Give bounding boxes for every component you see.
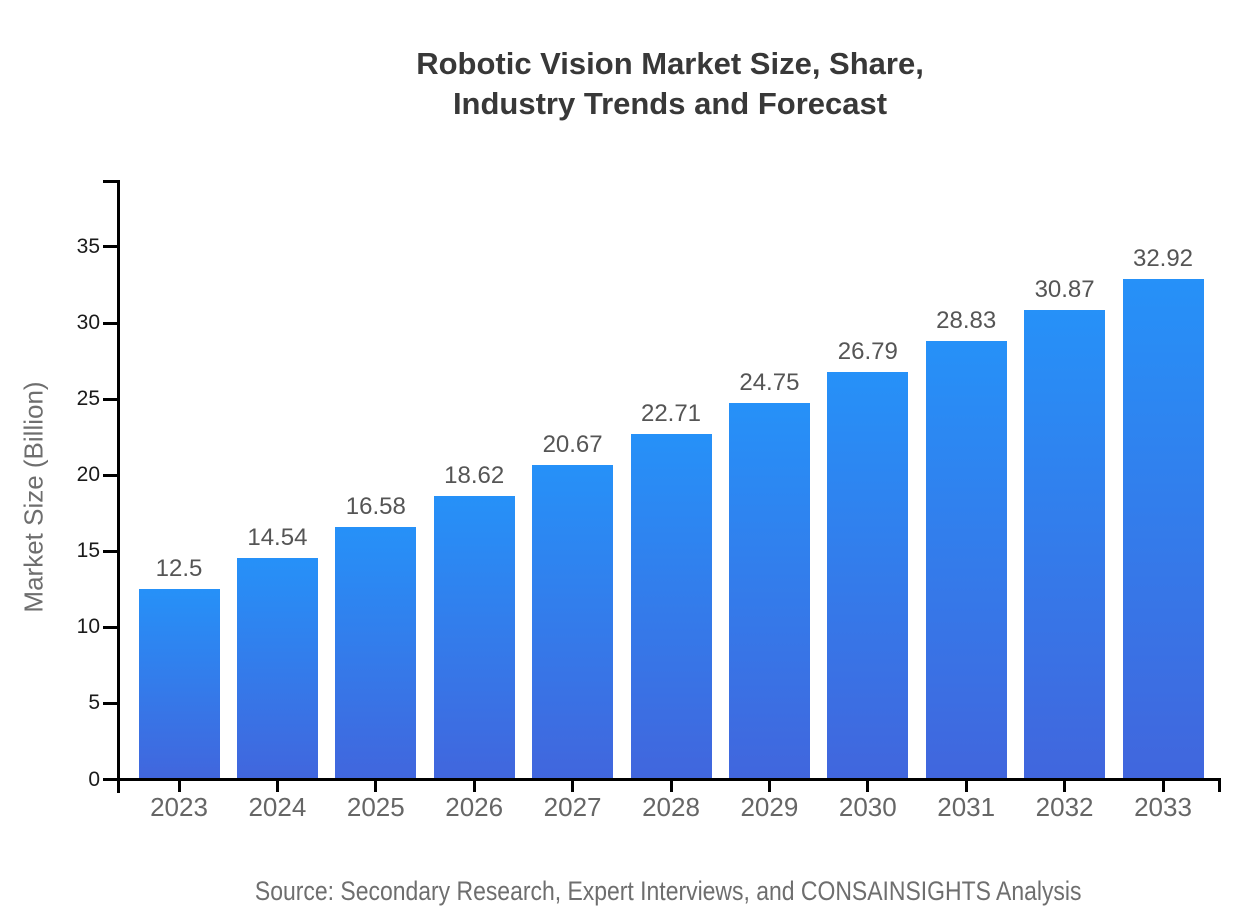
chart-title-line-1: Robotic Vision Market Size, Share,: [416, 46, 924, 81]
bar-value-label: 22.71: [640, 399, 702, 427]
x-axis-tick: [571, 778, 575, 792]
y-tick-label: 35: [76, 234, 100, 258]
bar: [532, 464, 614, 780]
bar: [236, 558, 318, 780]
bar: [728, 402, 810, 780]
bar: [1122, 278, 1204, 780]
x-tick-label: 2031: [937, 792, 996, 822]
y-axis-line: [117, 180, 120, 793]
x-tick-label: 2030: [838, 792, 897, 822]
y-tick-label: 5: [88, 691, 100, 715]
x-tick-label: 2032: [1035, 792, 1094, 822]
x-axis-tick: [669, 778, 673, 792]
y-tick-label: 25: [76, 387, 100, 411]
source-text: Source: Secondary Research, Expert Inter…: [254, 876, 1082, 906]
x-axis-tick: [275, 778, 279, 792]
bar-value-label: 12.5: [155, 555, 203, 583]
x-tick-label: 2027: [543, 792, 602, 822]
bar: [1024, 309, 1106, 780]
bar-value-label: 18.62: [444, 462, 505, 490]
bar: [138, 589, 220, 780]
y-axis-label: Market Size (Billion): [18, 381, 49, 613]
y-axis-tick: [103, 625, 117, 629]
y-axis-tick: [103, 321, 117, 325]
y-tick-label: 10: [76, 615, 100, 639]
x-tick-label: 2028: [642, 792, 700, 822]
bar-value-label: 14.54: [247, 524, 308, 552]
x-axis-tick: [1063, 778, 1067, 792]
x-axis-tick: [767, 778, 771, 792]
bar: [925, 340, 1007, 780]
bar-value-label: 32.92: [1132, 244, 1194, 272]
bar-value-label: 28.83: [936, 306, 997, 334]
source-line: Source: Secondary Research, Expert Inter…: [38, 876, 1260, 907]
x-tick-label: 2024: [248, 792, 307, 822]
y-axis-tick: [103, 397, 117, 401]
x-axis-tick: [866, 778, 870, 792]
bar: [433, 496, 515, 780]
bar-value-label: 30.87: [1034, 275, 1095, 303]
y-tick-label: 30: [76, 311, 100, 335]
y-axis-tick: [103, 245, 117, 249]
y-tick-label: 0: [88, 767, 100, 791]
y-axis-tick: [103, 473, 117, 477]
x-tick-label: 2023: [150, 792, 208, 822]
x-axis-tick: [1161, 778, 1165, 792]
bar-value-label: 24.75: [739, 368, 800, 396]
y-axis-tick: [103, 778, 117, 781]
y-tick-label: 20: [76, 463, 100, 487]
x-tick-label: 2029: [740, 792, 799, 822]
y-tick-label: 15: [76, 539, 100, 563]
bar-value-label: 16.58: [345, 493, 406, 521]
y-axis-tick: [103, 549, 117, 553]
chart-title: Robotic Vision Market Size, Share, Indus…: [80, 44, 1260, 124]
x-axis-line: [117, 778, 1221, 781]
x-axis-end-tick: [1218, 778, 1221, 792]
x-axis-tick: [177, 778, 181, 792]
x-axis-tick: [374, 778, 378, 792]
x-tick-label: 2026: [445, 792, 504, 822]
bar-value-label: 26.79: [837, 337, 898, 365]
bar: [827, 371, 909, 780]
x-tick-label: 2033: [1134, 792, 1192, 822]
chart-title-line-2: Industry Trends and Forecast: [452, 86, 888, 121]
bar: [630, 433, 712, 780]
y-axis-tick: [103, 701, 117, 705]
x-axis-tick: [964, 778, 968, 792]
x-axis-tick: [472, 778, 476, 792]
x-tick-label: 2025: [346, 792, 405, 822]
y-axis-end-tick: [103, 180, 117, 183]
bar-value-label: 20.67: [542, 430, 603, 458]
bar: [335, 527, 417, 780]
